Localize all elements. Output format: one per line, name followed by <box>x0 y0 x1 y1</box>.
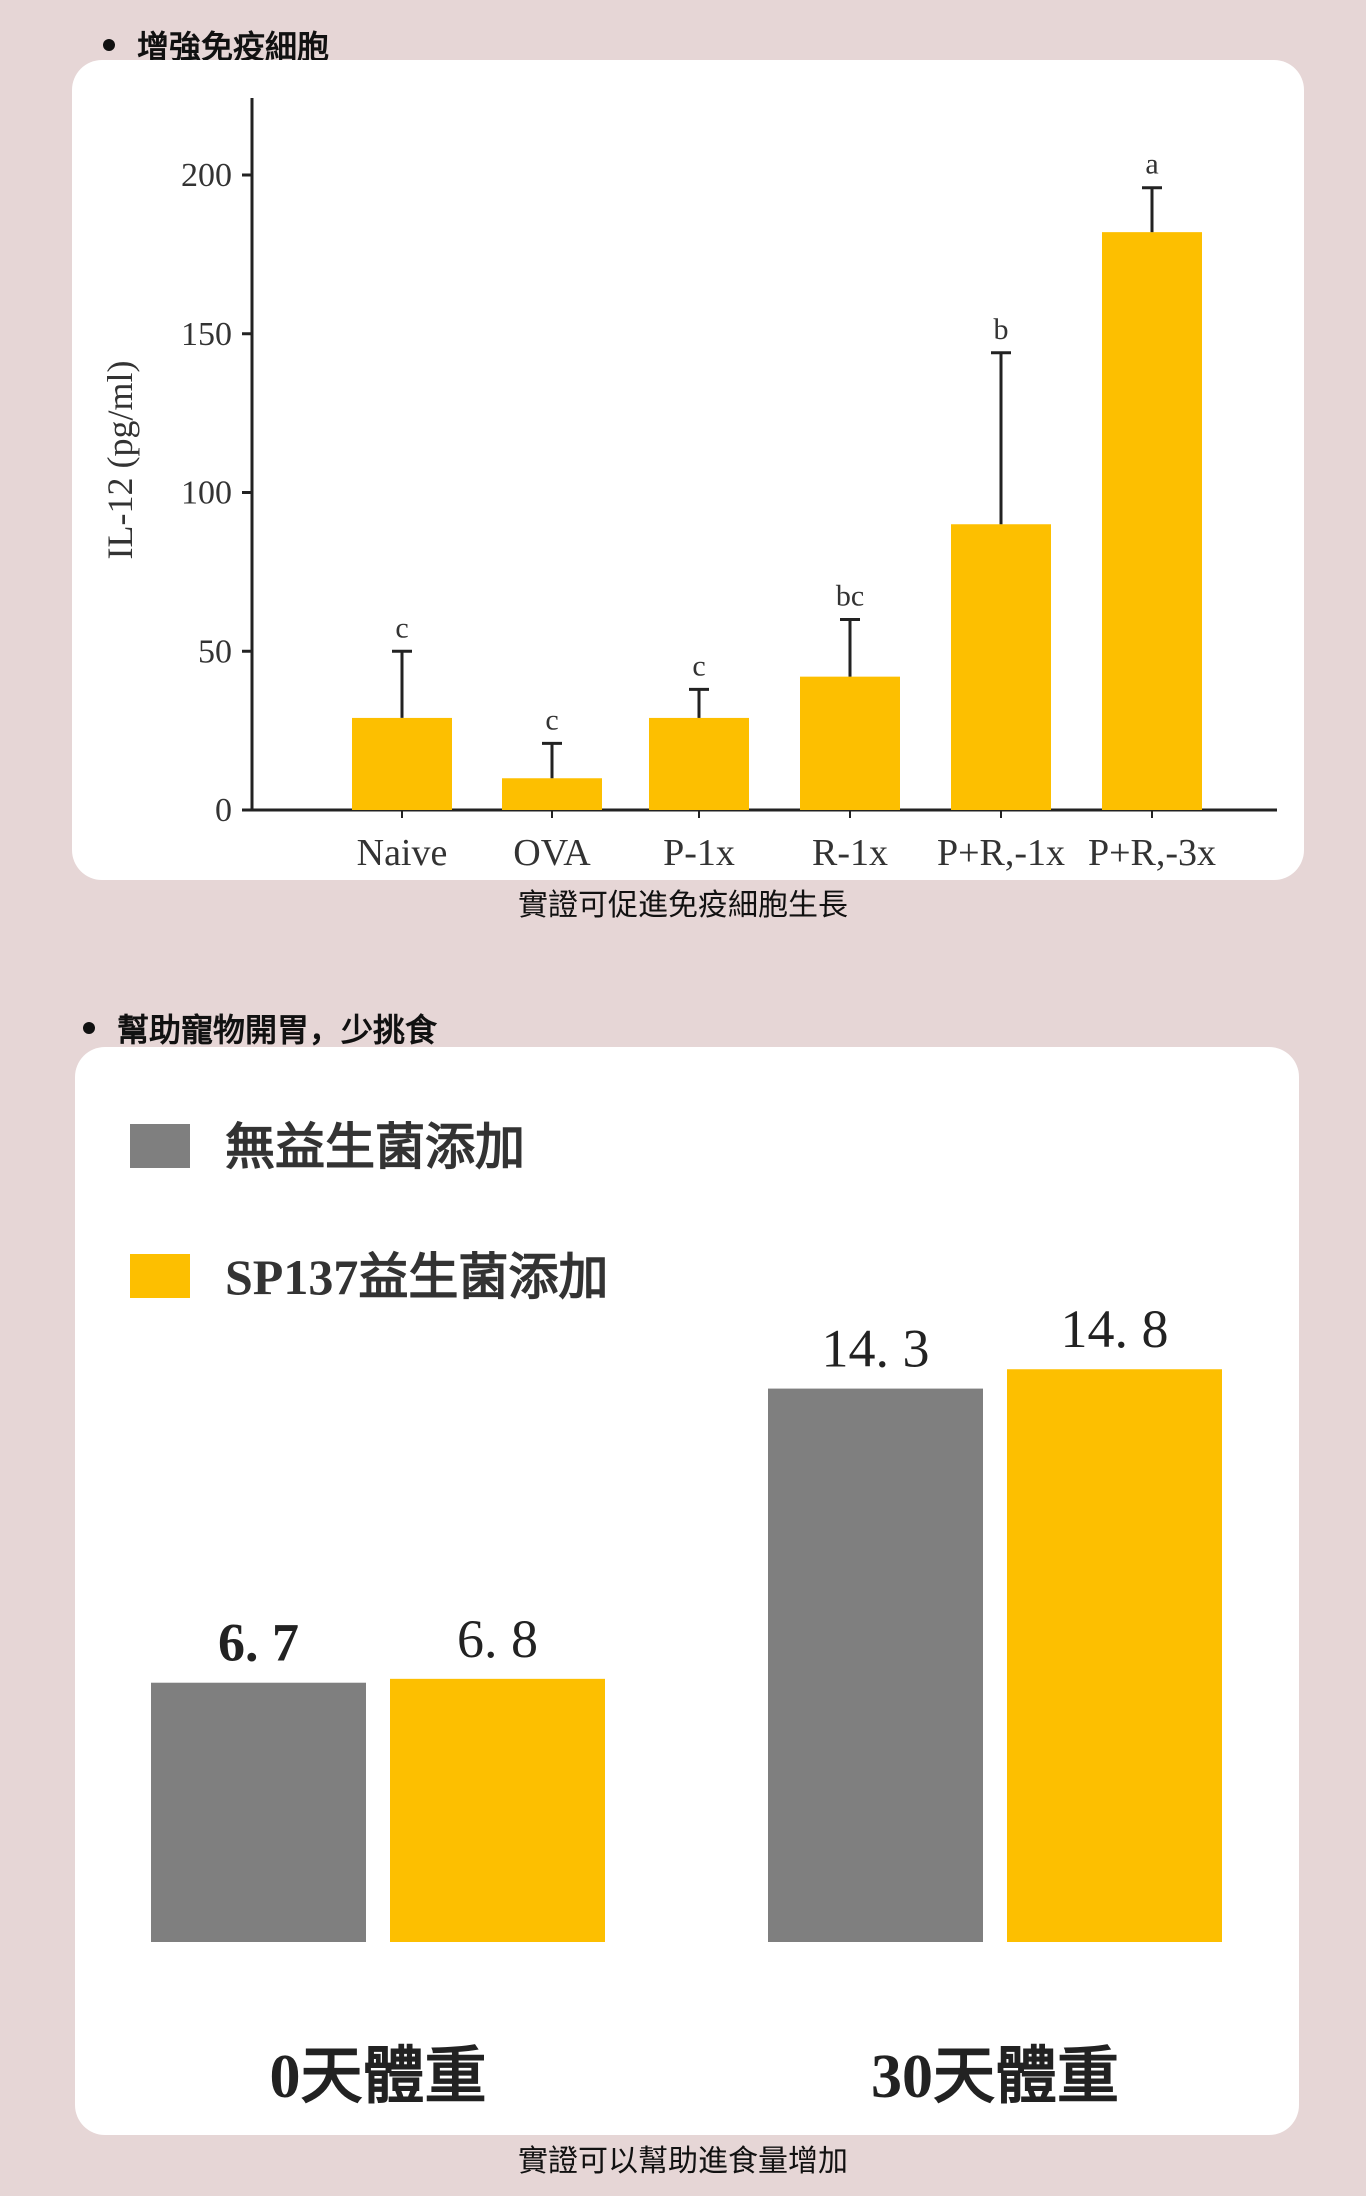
legend-swatch <box>130 1254 190 1298</box>
significance-letter: c <box>545 703 558 736</box>
x-tick-label: P+R,-3x <box>1088 832 1216 874</box>
data-label: 6. 8 <box>457 1609 538 1669</box>
il12-chart: 0 50 100 150 200 IL-12 (pg/ml) c Naive c OVA c P-1x… <box>100 98 1277 874</box>
legend-swatch <box>130 1124 190 1168</box>
bullet-icon <box>83 1022 95 1034</box>
bar <box>1007 1369 1222 1942</box>
x-tick-label: OVA <box>513 832 591 874</box>
x-tick-label: R-1x <box>812 832 888 874</box>
bar <box>649 717 749 810</box>
x-category-label: 30天體重 <box>871 2043 1119 2111</box>
significance-letter: c <box>395 611 408 644</box>
data-label: 14. 3 <box>822 1319 930 1379</box>
section2-caption: 實證可以幫助進食量增加 <box>518 2144 848 2179</box>
x-category-label: 0天體重 <box>269 2043 486 2111</box>
weight-chart: 無益生菌添加 SP137益生菌添加 6. 7 6. 8 0天體重 14. 3 14. 8 30… <box>130 1119 1222 2111</box>
bar <box>800 676 900 810</box>
bar <box>352 717 452 810</box>
significance-letter: a <box>1145 148 1158 181</box>
y-tick-label: 50 <box>198 633 232 670</box>
bar <box>390 1678 605 1942</box>
bar <box>502 778 602 810</box>
section1-heading-row: 增強免疫細胞 <box>103 22 329 68</box>
section2-heading: 幫助寵物開胃，少挑食 <box>117 1011 438 1049</box>
bar <box>951 524 1051 810</box>
il12-chart-card: 0 50 100 150 200 IL-12 (pg/ml) c Naive c OVA c P-1x… <box>72 60 1304 880</box>
bullet-icon <box>103 39 115 51</box>
significance-letter: bc <box>836 580 864 613</box>
section2-heading-row: 幫助寵物開胃，少挑食 <box>83 1005 437 1051</box>
data-label: 6. 7 <box>218 1613 299 1673</box>
significance-letter: c <box>692 649 705 682</box>
x-tick-label: P-1x <box>663 832 735 874</box>
x-tick-label: P+R,-1x <box>937 832 1065 874</box>
bar <box>768 1388 983 1942</box>
bar <box>1102 232 1202 810</box>
section1-heading: 增強免疫細胞 <box>137 28 330 66</box>
legend-label: SP137益生菌添加 <box>225 1249 608 1305</box>
significance-letter: b <box>994 313 1009 346</box>
data-label: 14. 8 <box>1061 1299 1169 1359</box>
y-tick-label: 0 <box>215 792 232 829</box>
weight-chart-card: 無益生菌添加 SP137益生菌添加 6. 7 6. 8 0天體重 14. 3 14. 8 30… <box>75 1047 1299 2135</box>
x-tick-label: Naive <box>357 832 448 874</box>
section1-caption: 實證可促進免疫細胞生長 <box>518 888 848 923</box>
bar <box>151 1682 366 1942</box>
y-tick-label: 150 <box>181 316 232 353</box>
y-tick-label: 200 <box>181 157 232 194</box>
y-tick-label: 100 <box>181 475 232 512</box>
y-axis-title: IL-12 (pg/ml) <box>100 361 140 560</box>
legend-label: 無益生菌添加 <box>225 1119 525 1175</box>
